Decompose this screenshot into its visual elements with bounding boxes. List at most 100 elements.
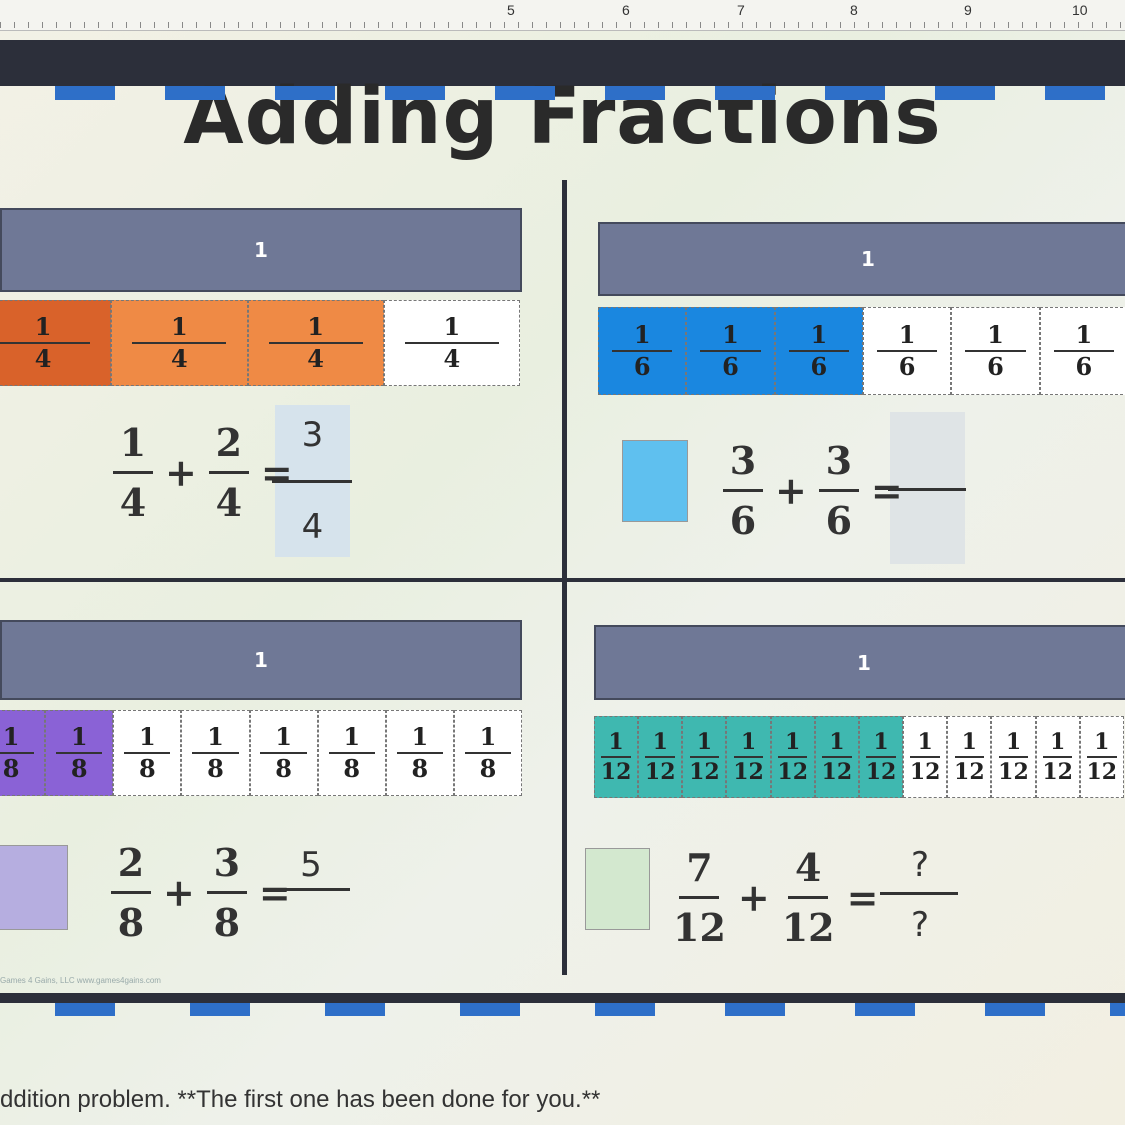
answer-numerator[interactable]: 5: [300, 845, 322, 885]
piece-denominator: 12: [600, 759, 632, 785]
fraction-bar: [611, 350, 673, 352]
fraction-bar: [1053, 350, 1115, 352]
answer-fraction-bar: [888, 488, 966, 491]
fraction-bar: [876, 350, 938, 352]
piece-denominator: 4: [307, 344, 324, 373]
piece-numerator: 1: [696, 729, 713, 755]
whole-bar-label: 1: [254, 238, 268, 262]
fraction-bar: [700, 350, 761, 352]
piece-numerator: 1: [898, 320, 916, 349]
piece-denominator: 6: [810, 352, 828, 381]
piece-numerator: 1: [810, 320, 828, 349]
piece-denominator: 8: [138, 754, 156, 783]
fraction-bar: [679, 896, 720, 899]
piece-denominator: 12: [644, 759, 676, 785]
answer-denominator[interactable]: ?: [910, 905, 930, 945]
border-dash: [325, 1003, 385, 1016]
answer-fraction[interactable]: ??: [880, 835, 960, 955]
fraction-bar: [0, 752, 35, 754]
piece-denominator: 6: [633, 352, 651, 381]
fraction-piece[interactable]: 1 12: [814, 716, 859, 798]
color-swatch[interactable]: [622, 440, 688, 522]
piece-numerator: 1: [722, 320, 739, 349]
fraction-piece[interactable]: 1 12: [638, 716, 683, 798]
color-swatch[interactable]: [0, 845, 68, 930]
piece-numerator: 1: [633, 320, 651, 349]
denominator: 6: [729, 498, 757, 543]
fraction-piece[interactable]: 1 12: [1079, 716, 1124, 798]
fraction-bar: [866, 756, 896, 758]
fraction-bar: [818, 489, 859, 492]
fraction-piece[interactable]: 1 12: [858, 716, 904, 798]
piece-denominator: 12: [689, 759, 720, 785]
fraction-bar: [723, 489, 763, 492]
fraction-piece[interactable]: 1 12: [770, 716, 815, 798]
fraction-bar: [192, 752, 239, 754]
fraction-bar: [328, 752, 375, 754]
denominator: 8: [213, 900, 241, 945]
fraction-bar: [124, 752, 171, 754]
color-swatch[interactable]: [585, 848, 650, 930]
border-dash: [935, 86, 995, 100]
fraction-piece[interactable]: 1 12: [594, 716, 639, 798]
piece-denominator: 8: [2, 754, 20, 783]
fraction-bar: [822, 756, 852, 758]
piece-denominator: 8: [207, 754, 224, 783]
whole-bar: 1: [594, 625, 1125, 700]
border-dash: [55, 86, 115, 100]
fraction-piece[interactable]: 1 12: [726, 716, 771, 798]
fraction-bar: [998, 756, 1029, 758]
answer-fraction[interactable]: 5: [272, 835, 350, 945]
piece-numerator: 1: [917, 729, 933, 755]
fraction-piece[interactable]: 1 12: [1035, 716, 1080, 798]
fraction-piece[interactable]: 1 12: [903, 716, 948, 798]
border-dash: [385, 86, 445, 100]
whole-bar: 1: [598, 222, 1125, 296]
piece-denominator: 12: [1042, 759, 1073, 785]
fraction-piece[interactable]: 1 12: [991, 716, 1036, 798]
numerator: 2: [117, 840, 145, 885]
denominator: 8: [117, 900, 145, 945]
document-ruler: 5 6 7 8 9 10: [0, 0, 1125, 31]
fraction-piece[interactable]: 1 12: [947, 716, 992, 798]
border-dash: [855, 1003, 915, 1016]
piece-numerator: 1: [608, 729, 624, 755]
first-addend: 7 12: [673, 845, 726, 950]
piece-numerator: 1: [652, 729, 668, 755]
fraction-bar: [111, 891, 151, 894]
piece-denominator: 6: [898, 352, 916, 381]
fraction-bar: [132, 342, 227, 344]
fraction-bar: [268, 342, 363, 344]
numerator: 3: [825, 438, 853, 483]
answer-denominator[interactable]: 4: [301, 507, 324, 547]
answer-numerator[interactable]: 3: [301, 415, 324, 455]
fraction-piece[interactable]: 1 12: [682, 716, 727, 798]
piece-numerator: 1: [740, 729, 757, 755]
piece-numerator: 1: [961, 729, 977, 755]
piece-denominator: 8: [275, 754, 292, 783]
answer-numerator[interactable]: ?: [910, 845, 930, 885]
border-dash: [55, 1003, 115, 1016]
